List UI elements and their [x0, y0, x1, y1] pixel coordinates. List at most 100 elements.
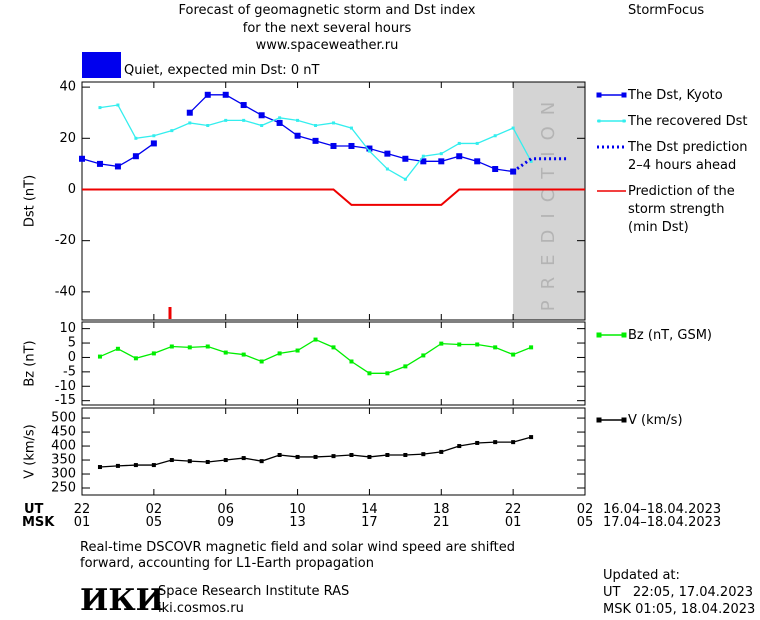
- data-point: [331, 454, 336, 459]
- data-point: [331, 345, 336, 350]
- data-point: [493, 440, 498, 445]
- data-point: [330, 142, 337, 149]
- data-point: [224, 118, 228, 122]
- legend-marker: [621, 332, 627, 338]
- legend-label: V (km/s): [628, 413, 683, 428]
- data-point: [529, 159, 533, 163]
- x-tick-label: 10: [289, 502, 306, 517]
- x2-range-label: 17.04–18.04.2023: [603, 515, 722, 530]
- y-tick-label: 5: [68, 336, 76, 351]
- data-point: [439, 449, 444, 454]
- data-point: [474, 158, 481, 165]
- x-axis-label: UT: [24, 502, 44, 517]
- data-point: [366, 145, 373, 152]
- data-point: [421, 452, 426, 457]
- data-point: [332, 121, 335, 125]
- prediction-label: PREDICTION: [538, 91, 559, 311]
- data-point: [206, 124, 210, 128]
- institute-url: iki.cosmos.ru: [158, 601, 244, 616]
- data-point: [170, 129, 174, 133]
- x-tick-label: 22: [504, 502, 522, 517]
- data-point: [457, 141, 461, 145]
- data-point: [511, 126, 515, 130]
- data-point: [97, 354, 102, 359]
- data-point: [421, 154, 425, 158]
- plot-frame: [81, 407, 586, 496]
- data-point: [258, 112, 265, 119]
- updated-label: Updated at:: [603, 568, 680, 583]
- data-point: [312, 137, 319, 144]
- y-tick-label: -5: [63, 364, 76, 379]
- data-point: [151, 351, 156, 356]
- data-point: [348, 142, 355, 149]
- x-tick-label: 14: [361, 502, 378, 517]
- data-point: [403, 364, 408, 369]
- data-point: [115, 346, 120, 351]
- legend-label: Bz (nT, GSM): [628, 328, 713, 343]
- data-point: [313, 454, 318, 459]
- data-point: [457, 342, 462, 347]
- data-point: [349, 126, 353, 130]
- x2-tick-label: 17: [361, 515, 378, 530]
- data-point: [152, 134, 156, 138]
- data-point: [384, 150, 391, 157]
- data-point: [205, 459, 210, 464]
- data-point: [421, 353, 426, 358]
- data-point: [511, 440, 516, 445]
- legend-marker: [621, 92, 627, 98]
- y-tick-label: 250: [51, 481, 76, 496]
- data-point: [187, 459, 192, 464]
- data-point: [151, 463, 156, 468]
- data-point: [438, 158, 445, 165]
- status-indicator: [82, 52, 121, 78]
- y-tick-label: 450: [51, 425, 76, 440]
- brand: StormFocus: [628, 3, 705, 18]
- y-tick-label: 10: [59, 321, 76, 336]
- data-point: [150, 140, 157, 147]
- data-point: [242, 118, 246, 122]
- series-line: [82, 188, 585, 206]
- legend-marker: [596, 417, 602, 423]
- data-point: [116, 103, 120, 107]
- y-tick-label: 0: [68, 350, 76, 365]
- data-point: [223, 458, 228, 463]
- data-point: [241, 456, 246, 461]
- x-range-label: 16.04–18.04.2023: [603, 502, 722, 517]
- y-tick-label: -20: [55, 233, 76, 248]
- x-tick-label: 18: [433, 502, 450, 517]
- y-axis-label: Dst (nT): [23, 175, 38, 227]
- y-axis-label: V (km/s): [23, 424, 38, 479]
- data-point: [187, 345, 192, 350]
- y-tick-label: 500: [51, 411, 76, 426]
- legend-label: The Dst, Kyoto: [628, 88, 723, 103]
- series-line: [99, 436, 532, 468]
- data-point: [133, 356, 138, 361]
- y-tick-label: -15: [55, 393, 76, 408]
- data-point: [277, 351, 282, 356]
- data-point: [475, 141, 479, 145]
- data-point: [114, 163, 121, 170]
- data-point: [493, 345, 498, 350]
- title: Forecast of geomagnetic storm and Dst in…: [178, 3, 476, 18]
- data-point: [367, 454, 372, 459]
- legend-marker: [621, 417, 627, 423]
- data-point: [349, 359, 354, 364]
- x2-axis-label: MSK: [22, 515, 55, 530]
- data-point: [205, 344, 210, 349]
- subtitle: for the next several hours: [242, 21, 412, 36]
- data-point: [133, 463, 138, 468]
- data-point: [420, 158, 427, 165]
- x-tick-label: 06: [217, 502, 234, 517]
- data-point: [529, 435, 534, 440]
- data-point: [96, 160, 103, 167]
- data-point: [204, 91, 211, 98]
- x2-tick-label: 05: [145, 515, 163, 530]
- data-point: [511, 352, 516, 357]
- data-point: [134, 136, 138, 140]
- legend-marker: [596, 332, 602, 338]
- legend-marker: [596, 92, 602, 98]
- legend-marker: [622, 119, 626, 123]
- data-point: [492, 166, 499, 173]
